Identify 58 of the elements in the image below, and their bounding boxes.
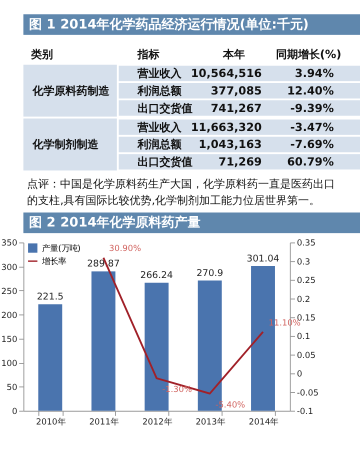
y2-tick-label: 0.3 xyxy=(296,256,310,266)
y-tick-label: 150 xyxy=(1,334,18,344)
y-tick-label: 300 xyxy=(1,262,18,272)
text: 60.79% xyxy=(287,156,334,169)
text: 点评：中国是化学原料药生产大国，化学原料药一直是医药出口的支柱,具有国际比较优势,化学制剂加工能力位居世界第一。 xyxy=(27,177,336,208)
text: 12.40% xyxy=(287,84,334,98)
y-tick-label: 0 xyxy=(12,406,18,416)
text: 71,269 xyxy=(218,156,262,169)
y-tick-label: 200 xyxy=(1,310,18,320)
x-tick-label: 2011年 xyxy=(89,416,119,426)
text: 377,085 xyxy=(210,84,262,98)
x-tick-label: 2012年 xyxy=(142,416,172,426)
text: 营业收入 xyxy=(136,120,182,134)
y2-tick-label: 0 xyxy=(296,368,302,379)
text: 1,043,163 xyxy=(198,138,262,152)
text: 营业收入 xyxy=(136,67,182,80)
x-tick-label: 2010年 xyxy=(36,416,66,426)
text: 3.94% xyxy=(294,67,334,80)
text: -3.47% xyxy=(290,120,334,134)
y2-tick-label: 0.2 xyxy=(296,294,310,304)
data-label: 30.90% xyxy=(109,243,142,254)
text: -9.39% xyxy=(290,102,334,115)
text: 出口交货值 xyxy=(137,156,192,169)
text: 化学制剂制造 xyxy=(32,138,100,152)
bar xyxy=(38,304,62,411)
y-tick-label: 100 xyxy=(1,358,18,368)
y-tick-label: 250 xyxy=(1,286,18,296)
y-tick-label: 50 xyxy=(6,382,18,392)
bar xyxy=(91,271,116,411)
data-label: 266.24 xyxy=(140,270,174,282)
text: 图 1 2014年化学药品经济运行情况(单位:千元) xyxy=(28,16,309,32)
text: 同期增长(%) xyxy=(276,48,342,62)
text: 利润总额 xyxy=(136,138,182,152)
text: 指标 xyxy=(136,48,160,62)
y2-tick-label: 0.25 xyxy=(296,275,316,286)
text: 利润总额 xyxy=(136,84,182,98)
text: 类别 xyxy=(30,48,53,62)
data-label: 270.9 xyxy=(196,268,224,279)
text: -7.69% xyxy=(290,138,334,152)
chart-title: 图 2 2014年化学原料药产量 xyxy=(28,214,201,231)
y2-tick-label: 0.1 xyxy=(296,331,310,342)
legend-label: 产量(万吨) xyxy=(42,242,81,253)
y-tick-label: 350 xyxy=(1,238,18,248)
y2-tick-label: 0.05 xyxy=(296,350,316,360)
text: 本年 xyxy=(222,48,245,62)
data-label: 301.04 xyxy=(246,253,280,264)
y2-tick-label: 0.35 xyxy=(296,238,316,248)
data-label: 221.5 xyxy=(36,292,64,303)
legend-label: 增长率 xyxy=(41,256,66,266)
text: 11,663,320 xyxy=(190,120,262,134)
text: 10,564,516 xyxy=(190,67,262,80)
y2-tick-label: -0.05 xyxy=(296,387,319,398)
text: 出口交货值 xyxy=(137,102,192,115)
text: 741,267 xyxy=(210,102,262,115)
y2-tick-label: -0.1 xyxy=(296,406,314,416)
text: 化学原料药制造 xyxy=(32,84,111,98)
x-tick-label: 2014年 xyxy=(248,416,278,426)
x-tick-label: 2013年 xyxy=(196,416,225,426)
